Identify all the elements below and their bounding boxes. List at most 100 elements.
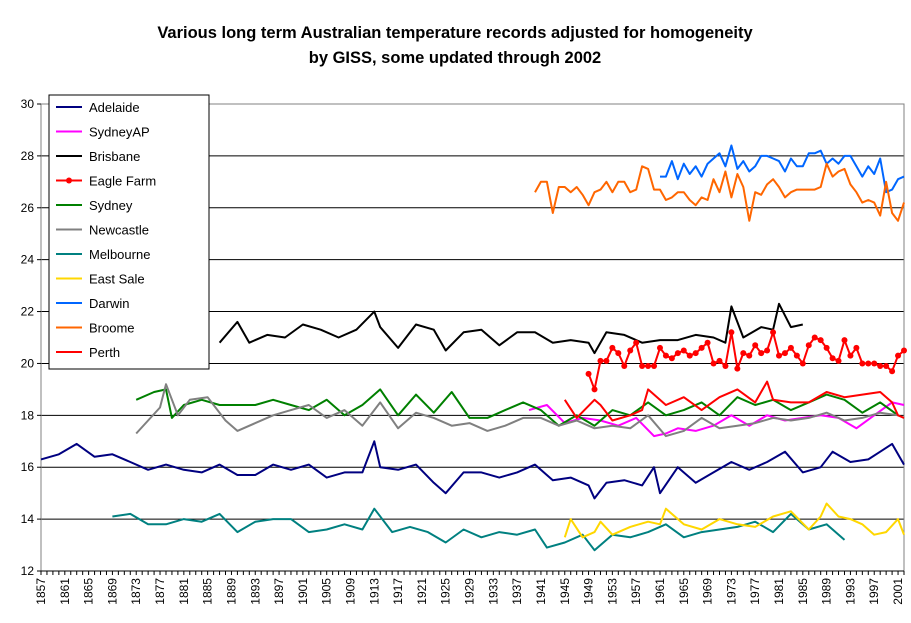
x-tick-label: 1985: [796, 578, 810, 605]
data-point: [668, 355, 675, 362]
legend-label: Melbourne: [89, 247, 150, 262]
data-point: [853, 344, 860, 351]
x-tick-label: 1917: [391, 578, 405, 605]
data-point: [740, 350, 747, 357]
data-point: [603, 357, 610, 364]
y-tick-label: 20: [21, 356, 35, 370]
x-tick-label: 1941: [534, 578, 548, 605]
series-darwin: [660, 144, 905, 194]
x-tick-label: 1877: [153, 578, 167, 605]
data-point: [627, 347, 634, 354]
x-tick-label: 1957: [629, 578, 643, 605]
data-point: [764, 347, 771, 354]
y-tick-label: 18: [21, 408, 35, 422]
series-line: [660, 144, 905, 194]
x-tick-label: 1965: [677, 578, 691, 605]
data-point: [656, 344, 663, 351]
x-tick-label: 1989: [820, 578, 834, 605]
data-point: [716, 357, 723, 364]
chart-title-line-1: Various long term Australian temperature…: [157, 24, 753, 42]
legend-label: SydneyAP: [89, 125, 150, 140]
x-tick-label: 1905: [320, 578, 334, 605]
x-tick-label: 1893: [248, 578, 262, 605]
x-tick-label: 1885: [201, 578, 215, 605]
data-point: [680, 347, 687, 354]
data-point: [895, 352, 902, 359]
x-tick-label: 1937: [510, 578, 524, 605]
series-line: [534, 162, 905, 222]
data-point: [734, 365, 741, 372]
y-tick-label: 22: [21, 305, 35, 319]
data-point: [752, 342, 759, 349]
x-tick-label: 1993: [843, 578, 857, 605]
x-tick-label: 1913: [367, 578, 381, 605]
x-tick-label: 1901: [296, 578, 310, 605]
x-tick-label: 1921: [415, 578, 429, 605]
data-point: [710, 360, 717, 367]
x-tick-label: 1857: [34, 578, 48, 605]
y-tick-label: 28: [21, 149, 35, 163]
data-point: [597, 357, 604, 364]
data-point: [698, 344, 705, 351]
x-tick-label: 1861: [58, 578, 72, 605]
legend-label: Broome: [89, 321, 135, 336]
series-line: [135, 383, 899, 438]
series-line: [218, 302, 804, 355]
legend-label: East Sale: [89, 272, 145, 287]
legend-label: Perth: [89, 345, 120, 360]
data-point: [889, 368, 896, 375]
legend-marker: [66, 177, 72, 184]
y-tick-label: 24: [21, 253, 35, 267]
legend-label: Darwin: [89, 296, 129, 311]
x-tick-label: 1925: [439, 578, 453, 605]
x-tick-label: 1945: [558, 578, 572, 605]
x-tick-label: 1981: [772, 578, 786, 605]
x-tick-label: 1977: [748, 578, 762, 605]
data-point: [728, 329, 735, 336]
x-tick-label: 1873: [129, 578, 143, 605]
data-point: [615, 350, 622, 357]
data-point: [686, 352, 693, 359]
data-point: [871, 360, 878, 367]
legend-label: Sydney: [89, 198, 133, 213]
x-tick-label: 1881: [177, 578, 191, 605]
series-melbourne: [112, 507, 846, 552]
axes: 12 14 16 18 20 22 24 26 28 30 1857 1861 1865 1869 1873…: [21, 97, 905, 605]
data-point: [591, 386, 598, 393]
series-line: [112, 507, 846, 552]
x-tick-label: 1949: [582, 578, 596, 605]
data-point: [859, 360, 866, 367]
data-point: [609, 344, 616, 351]
series-perth: [563, 380, 905, 422]
x-tick-label: 1869: [105, 578, 119, 605]
data-point: [633, 339, 640, 346]
series-east-sale: [563, 502, 905, 539]
x-tick-label: 1961: [653, 578, 667, 605]
data-point: [835, 357, 842, 364]
data-point: [865, 360, 872, 367]
data-point: [841, 337, 848, 344]
data-point: [901, 347, 907, 354]
data-point: [823, 344, 830, 351]
data-point: [811, 334, 818, 341]
data-point: [787, 344, 794, 351]
data-point: [776, 352, 783, 359]
legend-label: Adelaide: [89, 100, 140, 115]
data-point: [770, 329, 777, 336]
data-point: [722, 363, 729, 370]
data-point: [877, 363, 884, 370]
x-tick-label: 1997: [867, 578, 881, 605]
y-tick-label: 12: [21, 564, 35, 578]
legend-label: Brisbane: [89, 149, 140, 164]
x-tick-label: 1865: [82, 578, 96, 605]
legend-label: Eagle Farm: [89, 174, 156, 189]
data-point: [883, 363, 890, 370]
data-point: [585, 370, 592, 377]
x-tick-label: 1973: [724, 578, 738, 605]
data-point: [817, 337, 824, 344]
series-newcastle: [135, 383, 899, 438]
data-point: [639, 363, 646, 370]
x-tick-label: 1929: [463, 578, 477, 605]
legend-label: Newcastle: [89, 223, 149, 238]
